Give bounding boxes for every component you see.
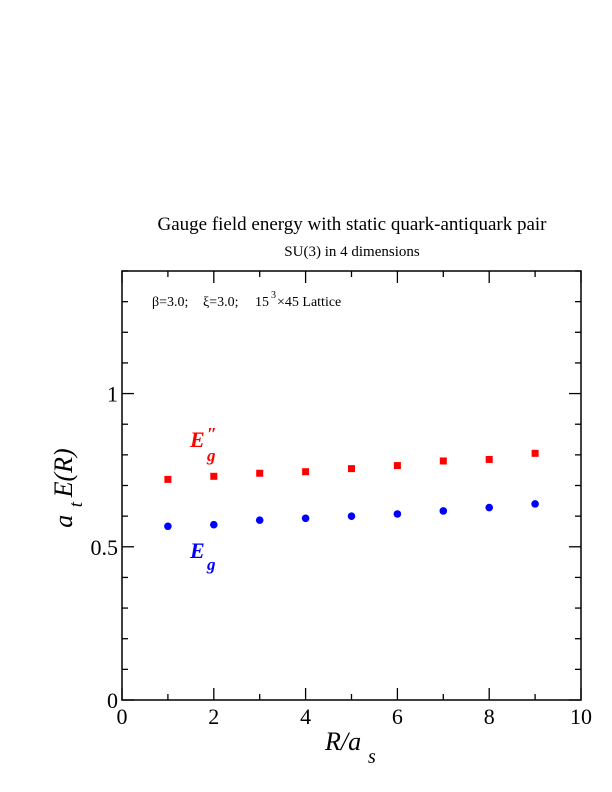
y-axis-label: a t E(R) xyxy=(49,448,88,527)
annotation-beta: β=3.0; xyxy=(152,295,188,310)
annotation-lattice-base: 15 xyxy=(255,295,269,310)
data-point-eg xyxy=(531,500,539,508)
x-tick-label: 6 xyxy=(392,704,403,729)
y-tick-label: 1 xyxy=(107,382,118,407)
x-tick-label: 10 xyxy=(570,704,592,729)
lattice-annotation: β=3.0; ξ=3.0; 15 3 ×45 Lattice xyxy=(152,287,341,310)
data-points xyxy=(164,449,539,531)
data-point-eg xyxy=(347,512,356,520)
series-label-eg: E g xyxy=(189,538,216,574)
data-point-eg xyxy=(393,510,402,518)
annotation-xi: ξ=3.0; xyxy=(203,295,239,310)
series-label-eg-double-prime: E ″ g xyxy=(189,420,222,465)
x-tick-label: 8 xyxy=(484,704,495,729)
data-point-eg-double-prime xyxy=(439,457,447,465)
y-tick-label: 0 xyxy=(107,688,118,713)
x-tick-label: 4 xyxy=(300,704,311,729)
data-point-eg-double-prime xyxy=(348,465,355,473)
y-tick-label: 0.5 xyxy=(91,535,119,560)
data-point-eg xyxy=(210,520,218,529)
annotation-lattice-exp: 3 xyxy=(271,290,276,301)
plot-frame xyxy=(121,270,582,701)
x-axis-label: R/a s xyxy=(324,727,376,768)
chart-subtitle: SU(3) in 4 dimensions xyxy=(284,244,420,260)
data-point-eg xyxy=(164,522,172,531)
x-tick-label: 2 xyxy=(208,704,219,729)
data-point-eg-double-prime xyxy=(531,449,539,457)
x-tick-label: 0 xyxy=(117,704,128,729)
data-point-eg-double-prime xyxy=(256,469,264,477)
data-point-eg xyxy=(301,514,310,523)
annotation-lattice-rest: ×45 Lattice xyxy=(277,295,341,310)
data-point-eg-double-prime xyxy=(210,472,218,480)
axis-ticks xyxy=(121,270,582,701)
data-point-eg-double-prime xyxy=(164,475,172,483)
data-point-eg-double-prime xyxy=(485,455,493,463)
data-point-eg-double-prime xyxy=(393,462,401,470)
chart-title: Gauge field energy with static quark-ant… xyxy=(157,214,547,235)
data-point-eg xyxy=(439,507,448,515)
tick-labels: 0 2 4 6 8 10 0 0.5 1 xyxy=(91,382,593,729)
data-point-eg xyxy=(485,503,494,512)
data-point-eg xyxy=(255,516,264,524)
data-point-eg-double-prime xyxy=(302,468,310,476)
